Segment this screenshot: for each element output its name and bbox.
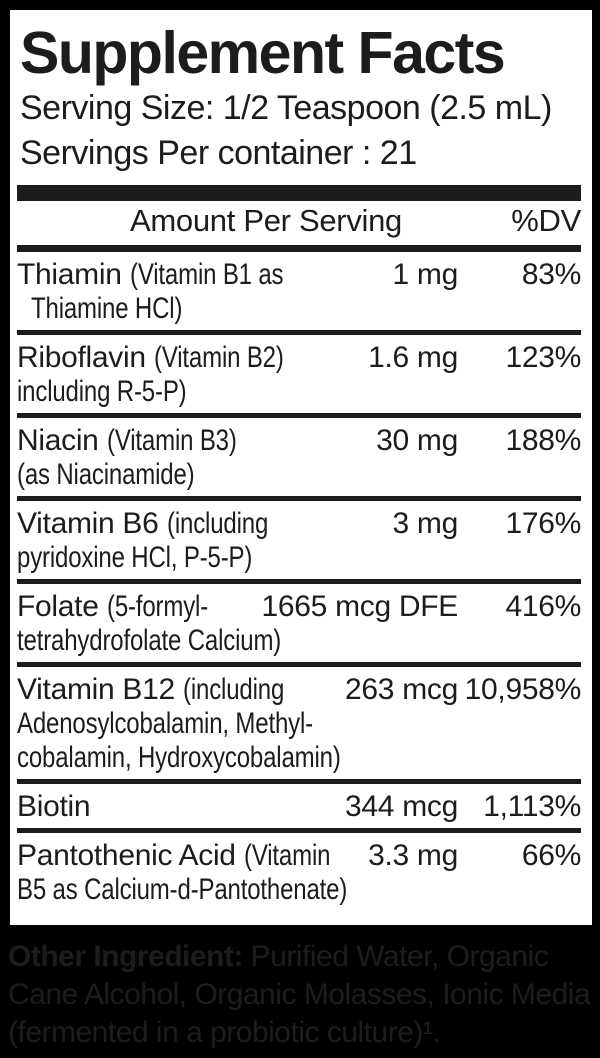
nutrient-dv: 66% (521, 839, 581, 872)
nutrient-name-continuation: (as Niacinamide) (17, 458, 581, 492)
nutrient-name-main: Thiamin (17, 258, 130, 291)
nutrient-name-continuation-text: cobalamin, Hydroxycobalamin) (17, 741, 341, 774)
nutrient-name: Niacin (Vitamin B3) (17, 424, 581, 458)
nutrient-name: Folate (5-formyl- (17, 590, 581, 624)
nutrient-name-main: Niacin (17, 424, 107, 457)
nutrient-dv: 188% (505, 424, 581, 457)
other-ingredients-line: Other Ingredient: Purified Water, Organi… (8, 938, 598, 976)
nutrient-name-continuation-text: tetrahydrofolate Calcium) (17, 624, 282, 657)
nutrient-row: Biotin 344 mcg 1,113% (17, 784, 581, 833)
serving-size-line: Serving Size: 1/2 Teaspoon (2.5 mL) (20, 89, 552, 127)
nutrient-row: Thiamin (Vitamin B1 as Thiamine HCl) 1 mg… (17, 252, 581, 335)
nutrient-amount: 30 mg (376, 424, 458, 457)
percent-dv-header: %DV (511, 203, 581, 238)
nutrient-name-continuation: B5 as Calcium-d-Pantothenate) (17, 873, 581, 907)
nutrient-row: Folate (5-formyl- tetrahydrofolate Calci… (17, 584, 581, 667)
other-ingredients-value: Cane Alcohol, Organic Molasses, Ionic Me… (8, 978, 591, 1011)
nutrient-name-continuation: cobalamin, Hydroxycobalamin) (17, 741, 581, 775)
nutrient-row: Niacin (Vitamin B3) (as Niacinamide) 30 m… (17, 418, 581, 501)
nutrient-row: Pantothenic Acid (Vitamin B5 as Calcium-… (17, 833, 581, 911)
nutrient-name-continuation-text: pyridoxine HCl, P-5-P) (17, 541, 253, 574)
nutrient-name-main: Vitamin B6 (17, 507, 167, 540)
nutrient-amount: 3 mg (392, 507, 459, 540)
nutrient-amount: 1665 mcg DFE (261, 590, 459, 623)
nutrient-name-main: Pantothenic Acid (17, 839, 244, 872)
nutrient-name-main: Biotin (17, 790, 91, 823)
nutrient-name-continuation: pyridoxine HCl, P-5-P) (17, 541, 581, 575)
nutrient-name-continuation-text: including R-5-P) (17, 375, 187, 408)
nutrient-name-continuation: Thiamine HCl) (17, 292, 581, 326)
other-ingredients-value: Purified Water, Organic (242, 940, 549, 973)
other-ingredients-line: (fermented in a probiotic culture)¹. (8, 1014, 598, 1052)
nutrient-name-continuation-text: Adenosylcobalamin, Methyl- (17, 707, 313, 740)
nutrient-name: Vitamin B6 (including (17, 507, 581, 541)
nutrient-name-continuation-text: B5 as Calcium-d-Pantothenate) (17, 873, 348, 906)
other-ingredients-value: (fermented in a probiotic culture)¹. (8, 1016, 441, 1049)
nutrient-dv: 10,958% (464, 673, 582, 706)
nutrient-name-main: Riboflavin (17, 341, 154, 374)
nutrient-name: Pantothenic Acid (Vitamin (17, 839, 581, 873)
nutrient-dv: 83% (521, 258, 581, 291)
nutrient-name-continuation-text: (as Niacinamide) (17, 458, 195, 491)
nutrient-amount: 3.3 mg (368, 839, 458, 872)
nutrient-amount: 1.6 mg (368, 341, 458, 374)
amount-per-serving-header: Amount Per Serving (129, 203, 402, 238)
nutrient-name-detail: (Vitamin (243, 839, 331, 872)
nutrient-name: Thiamin (Vitamin B1 as (17, 258, 581, 292)
nutrient-dv: 176% (505, 507, 581, 540)
nutrient-name-detail: (Vitamin B3) (106, 424, 237, 457)
nutrient-amount: 344 mcg (345, 790, 458, 823)
nutrient-name: Vitamin B12 (including (17, 673, 581, 707)
nutrient-name-continuation: including R-5-P) (17, 375, 581, 409)
other-ingredients-label: Other Ingredient: (8, 940, 243, 973)
nutrient-name-main: Folate (17, 590, 107, 623)
nutrient-name-continuation: Adenosylcobalamin, Methyl- (17, 707, 581, 741)
thick-divider-bar (17, 185, 581, 201)
nutrient-name-detail: (Vitamin B2) (153, 341, 284, 374)
supplement-facts-panel: Supplement Facts Serving Size: 1/2 Teasp… (10, 10, 592, 925)
nutrient-name-detail: (5-formyl- (106, 590, 208, 623)
nutrient-name-continuation: tetrahydrofolate Calcium) (17, 624, 581, 658)
nutrient-amount: 1 mg (392, 258, 459, 291)
nutrient-row: Vitamin B6 (including pyridoxine HCl, P-… (17, 501, 581, 584)
servings-per-container-line: Servings Per container : 21 (20, 134, 417, 172)
other-ingredients-line: Cane Alcohol, Organic Molasses, Ionic Me… (8, 976, 598, 1014)
supplement-facts-title: Supplement Facts (20, 20, 506, 86)
nutrient-name: Biotin (17, 790, 581, 824)
nutrient-row: Riboflavin (Vitamin B2) including R-5-P)… (17, 335, 581, 418)
nutrient-name-detail: (including (166, 507, 268, 540)
nutrient-row: Vitamin B12 (including Adenosylcobalamin… (17, 667, 581, 784)
nutrient-name-detail: (Vitamin B1 as (129, 258, 284, 291)
nutrient-dv: 416% (505, 590, 581, 623)
nutrient-dv: 1,113% (483, 790, 581, 823)
nutrient-table: Thiamin (Vitamin B1 as Thiamine HCl) 1 mg… (17, 252, 581, 911)
nutrient-name-main: Vitamin B12 (17, 673, 183, 706)
nutrient-name-detail: (including (182, 673, 285, 706)
nutrient-dv: 123% (505, 341, 581, 374)
column-header-row: Amount Per Serving %DV (17, 201, 581, 252)
nutrient-amount: 263 mcg (345, 673, 458, 706)
nutrient-name: Riboflavin (Vitamin B2) (17, 341, 581, 375)
nutrient-name-continuation-text: Thiamine HCl) (31, 292, 183, 325)
other-ingredients-text: Other Ingredient: Purified Water, Organi… (8, 938, 598, 1052)
